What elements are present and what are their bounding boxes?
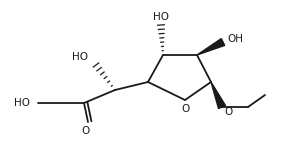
Text: HO: HO [72, 52, 88, 62]
Text: O: O [81, 126, 89, 136]
Text: HO: HO [14, 98, 30, 108]
Text: O: O [181, 104, 189, 114]
Polygon shape [211, 82, 226, 109]
Text: OH: OH [227, 34, 243, 44]
Text: O: O [224, 107, 232, 117]
Polygon shape [197, 39, 225, 55]
Text: HO: HO [153, 12, 169, 22]
